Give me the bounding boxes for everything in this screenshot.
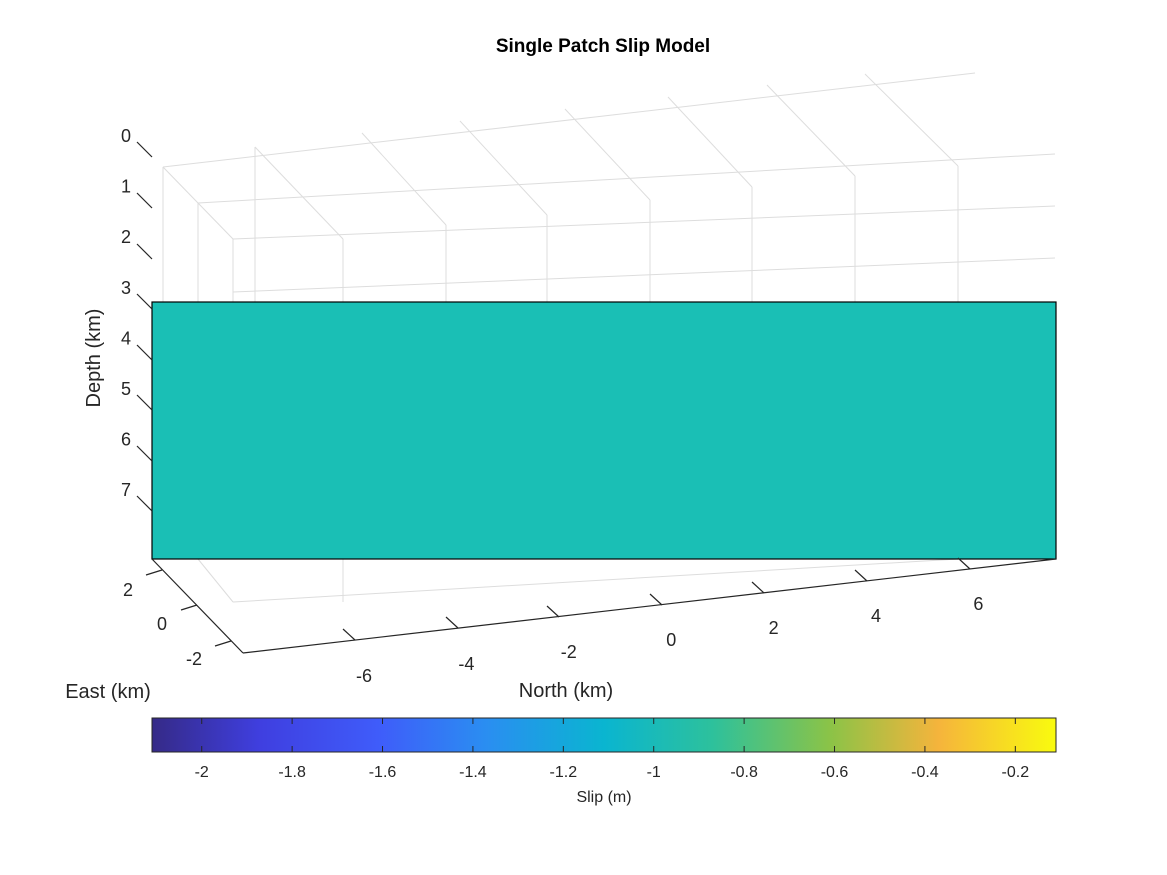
depth-tick-label: 0: [121, 126, 131, 146]
north-tick-label: 6: [973, 594, 983, 614]
depth-tick-label: 2: [121, 227, 131, 247]
axes: [136, 141, 1057, 654]
colorbar-tick-label: -1: [647, 764, 661, 781]
north-tick-mark: [649, 593, 663, 606]
gridline: [766, 84, 856, 177]
gridline: [459, 120, 548, 216]
gridline: [864, 73, 959, 167]
depth-axis-label: Depth (km): [83, 309, 105, 408]
gridline: [232, 257, 1056, 293]
north-tick-label: -2: [561, 642, 577, 662]
depth-tick-label: 1: [121, 177, 131, 197]
colorbar-gradient: [151, 717, 1057, 753]
east-tick-label: -2: [186, 649, 202, 669]
east-tick-labels: 2 0 -2: [123, 580, 202, 669]
depth-tick-label: 7: [121, 480, 131, 500]
depth-tick-mark: [136, 192, 153, 209]
depth-tick-mark: [136, 141, 153, 158]
depth-tick-mark: [136, 293, 153, 310]
east-tick-mark: [214, 640, 232, 647]
colorbar-tick-label: -0.2: [1002, 764, 1030, 781]
gridline: [254, 146, 344, 240]
colorbar-tick-label: -0.8: [730, 764, 758, 781]
depth-tick-labels: 0 1 2 3 4 5 6 7: [121, 126, 131, 500]
gridline: [162, 72, 976, 168]
north-tick-label: -4: [458, 654, 474, 674]
gridline: [197, 558, 234, 603]
east-tick-mark: [180, 604, 198, 611]
gridline: [564, 108, 651, 201]
north-tick-labels: -6 -4 -2 0 2 4 6: [356, 594, 983, 686]
colorbar-tick-label: -1.6: [369, 764, 397, 781]
gridline: [232, 558, 959, 603]
gridline: [361, 132, 447, 226]
slip-patch: [151, 301, 1057, 560]
north-tick-mark: [445, 616, 459, 629]
north-tick-label: 2: [769, 618, 779, 638]
gridline: [232, 205, 1056, 240]
north-tick-mark: [546, 605, 560, 618]
depth-tick-label: 5: [121, 379, 131, 399]
colorbar-tick-label: -0.6: [821, 764, 849, 781]
gridline: [162, 166, 234, 240]
colorbar-tick-label: -1.2: [550, 764, 578, 781]
north-tick-label: -6: [356, 666, 372, 686]
east-tick-label: 2: [123, 580, 133, 600]
colorbar-tick-label: -1.8: [278, 764, 306, 781]
depth-tick-mark: [136, 394, 153, 411]
north-axis-line: [242, 558, 1057, 654]
depth-tick-label: 3: [121, 278, 131, 298]
depth-tick-label: 4: [121, 328, 131, 348]
north-tick-label: 4: [871, 606, 881, 626]
north-tick-mark: [342, 628, 356, 641]
colorbar-tick-label: -2: [195, 764, 209, 781]
east-tick-label: 0: [157, 614, 167, 634]
colorbar-ticks: -2 -1.8 -1.6 -1.4 -1.2 -1 -0.8 -0.6 -0.4 -0.2: [195, 718, 1030, 781]
north-tick-label: 0: [666, 630, 676, 650]
depth-tick-label: 6: [121, 430, 131, 450]
depth-tick-mark: [136, 243, 153, 260]
colorbar: -2 -1.8 -1.6 -1.4 -1.2 -1 -0.8 -0.6 -0.4 -0.2 Sli…: [151, 717, 1057, 806]
colorbar-tick-label: -1.4: [459, 764, 487, 781]
north-tick-mark: [957, 557, 971, 570]
colorbar-label: Slip (m): [576, 789, 631, 806]
gridline: [197, 153, 1056, 204]
north-tick-mark: [751, 581, 765, 594]
north-tick-mark: [854, 569, 868, 582]
north-axis-label: North (km): [519, 680, 613, 702]
grid-lines: [162, 72, 1056, 603]
depth-tick-mark: [136, 344, 153, 361]
colorbar-tick-label: -0.4: [911, 764, 939, 781]
east-tick-mark: [145, 569, 163, 576]
chart-title: Single Patch Slip Model: [496, 36, 710, 57]
east-axis-label: East (km): [65, 681, 151, 703]
depth-tick-mark: [136, 495, 153, 512]
depth-tick-mark: [136, 445, 153, 462]
gridline: [667, 96, 753, 188]
east-axis-line: [151, 558, 244, 654]
